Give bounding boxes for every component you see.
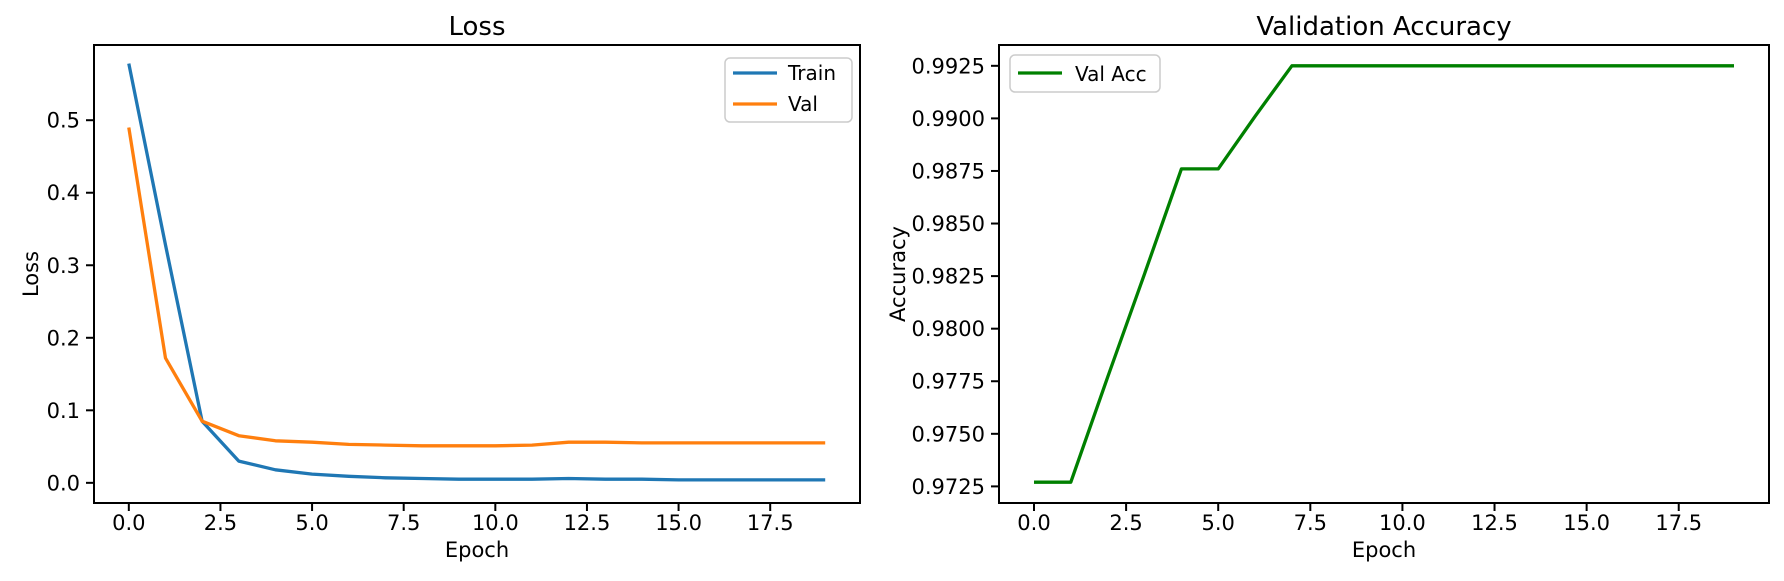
y-tick-label: 0.9875 [912,159,985,183]
loss-legend: Train Val [724,57,853,123]
accuracy-legend: Val Acc [1009,54,1161,93]
loss-title: Loss [448,12,505,42]
val-legend-label: Val [788,92,818,116]
val-line [127,127,826,448]
x-tick-label: 10.0 [1379,511,1426,535]
loss-xaxis-label: Epoch [445,538,509,562]
loss-frame [93,44,861,504]
loss-yaxis-label: Loss [19,251,43,297]
x-tick-label: 2.5 [204,511,237,535]
x-tick-label: 2.5 [1109,511,1142,535]
x-tick-label: 17.5 [747,511,794,535]
y-tick-label: 0.9925 [912,54,985,78]
y-tick-label: 0.9850 [912,212,985,236]
accuracy-axes: 0.0 2.5 5.0 7.5 10.0 12.5 15.0 17.5 0.9725 0.9750… [912,54,1703,535]
x-tick-label: 5.0 [295,511,328,535]
val-acc-line [1034,64,1734,484]
axes-spines [93,44,861,504]
y-tick-label: 0.2 [47,326,80,350]
train-legend-label: Train [787,61,836,85]
x-tick-label: 17.5 [1655,511,1702,535]
x-tick-label: 7.5 [1294,511,1327,535]
y-tick-label: 0.9775 [912,370,985,394]
x-tick-label: 0.0 [112,511,145,535]
accuracy-legend-box [1009,54,1161,93]
y-tick-label: 0.5 [47,109,80,133]
y-tick-label: 0.9825 [912,265,985,289]
train-line [127,63,826,482]
accuracy-title: Validation Accuracy [1256,12,1511,42]
y-tick-label: 0.0 [47,471,80,495]
y-tick-label: 0.3 [47,254,80,278]
x-tick-label: 0.0 [1017,511,1050,535]
x-tick-label: 10.0 [472,511,519,535]
loss-axes: 0.0 2.5 5.0 7.5 10.0 12.5 15.0 17.5 0.0 0.1 0.2 0.3… [47,109,794,535]
axes-spines [998,44,1770,504]
x-tick-label: 12.5 [564,511,611,535]
accuracy-xaxis-label: Epoch [1352,538,1416,562]
accuracy-frame [998,44,1770,504]
x-tick-label: 5.0 [1202,511,1235,535]
y-tick-label: 0.9750 [912,422,985,446]
loss-plot: 0.0 2.5 5.0 7.5 10.0 12.5 15.0 17.5 0.0 0.1 0.2 0.3… [19,12,861,562]
y-tick-label: 0.9800 [912,317,985,341]
accuracy-yaxis-label: Accuracy [886,226,910,322]
accuracy-plot: 0.0 2.5 5.0 7.5 10.0 12.5 15.0 17.5 0.9725 0.9750… [886,12,1770,562]
y-tick-label: 0.9900 [912,107,985,131]
x-tick-label: 7.5 [387,511,420,535]
y-tick-label: 0.9725 [912,475,985,499]
x-tick-label: 12.5 [1471,511,1518,535]
accuracy-series [1034,64,1734,484]
y-tick-label: 0.4 [47,181,80,205]
val-acc-legend-label: Val Acc [1075,62,1147,86]
y-tick-label: 0.1 [47,399,80,423]
x-tick-label: 15.0 [655,511,702,535]
loss-series [127,63,826,482]
x-tick-label: 15.0 [1563,511,1610,535]
